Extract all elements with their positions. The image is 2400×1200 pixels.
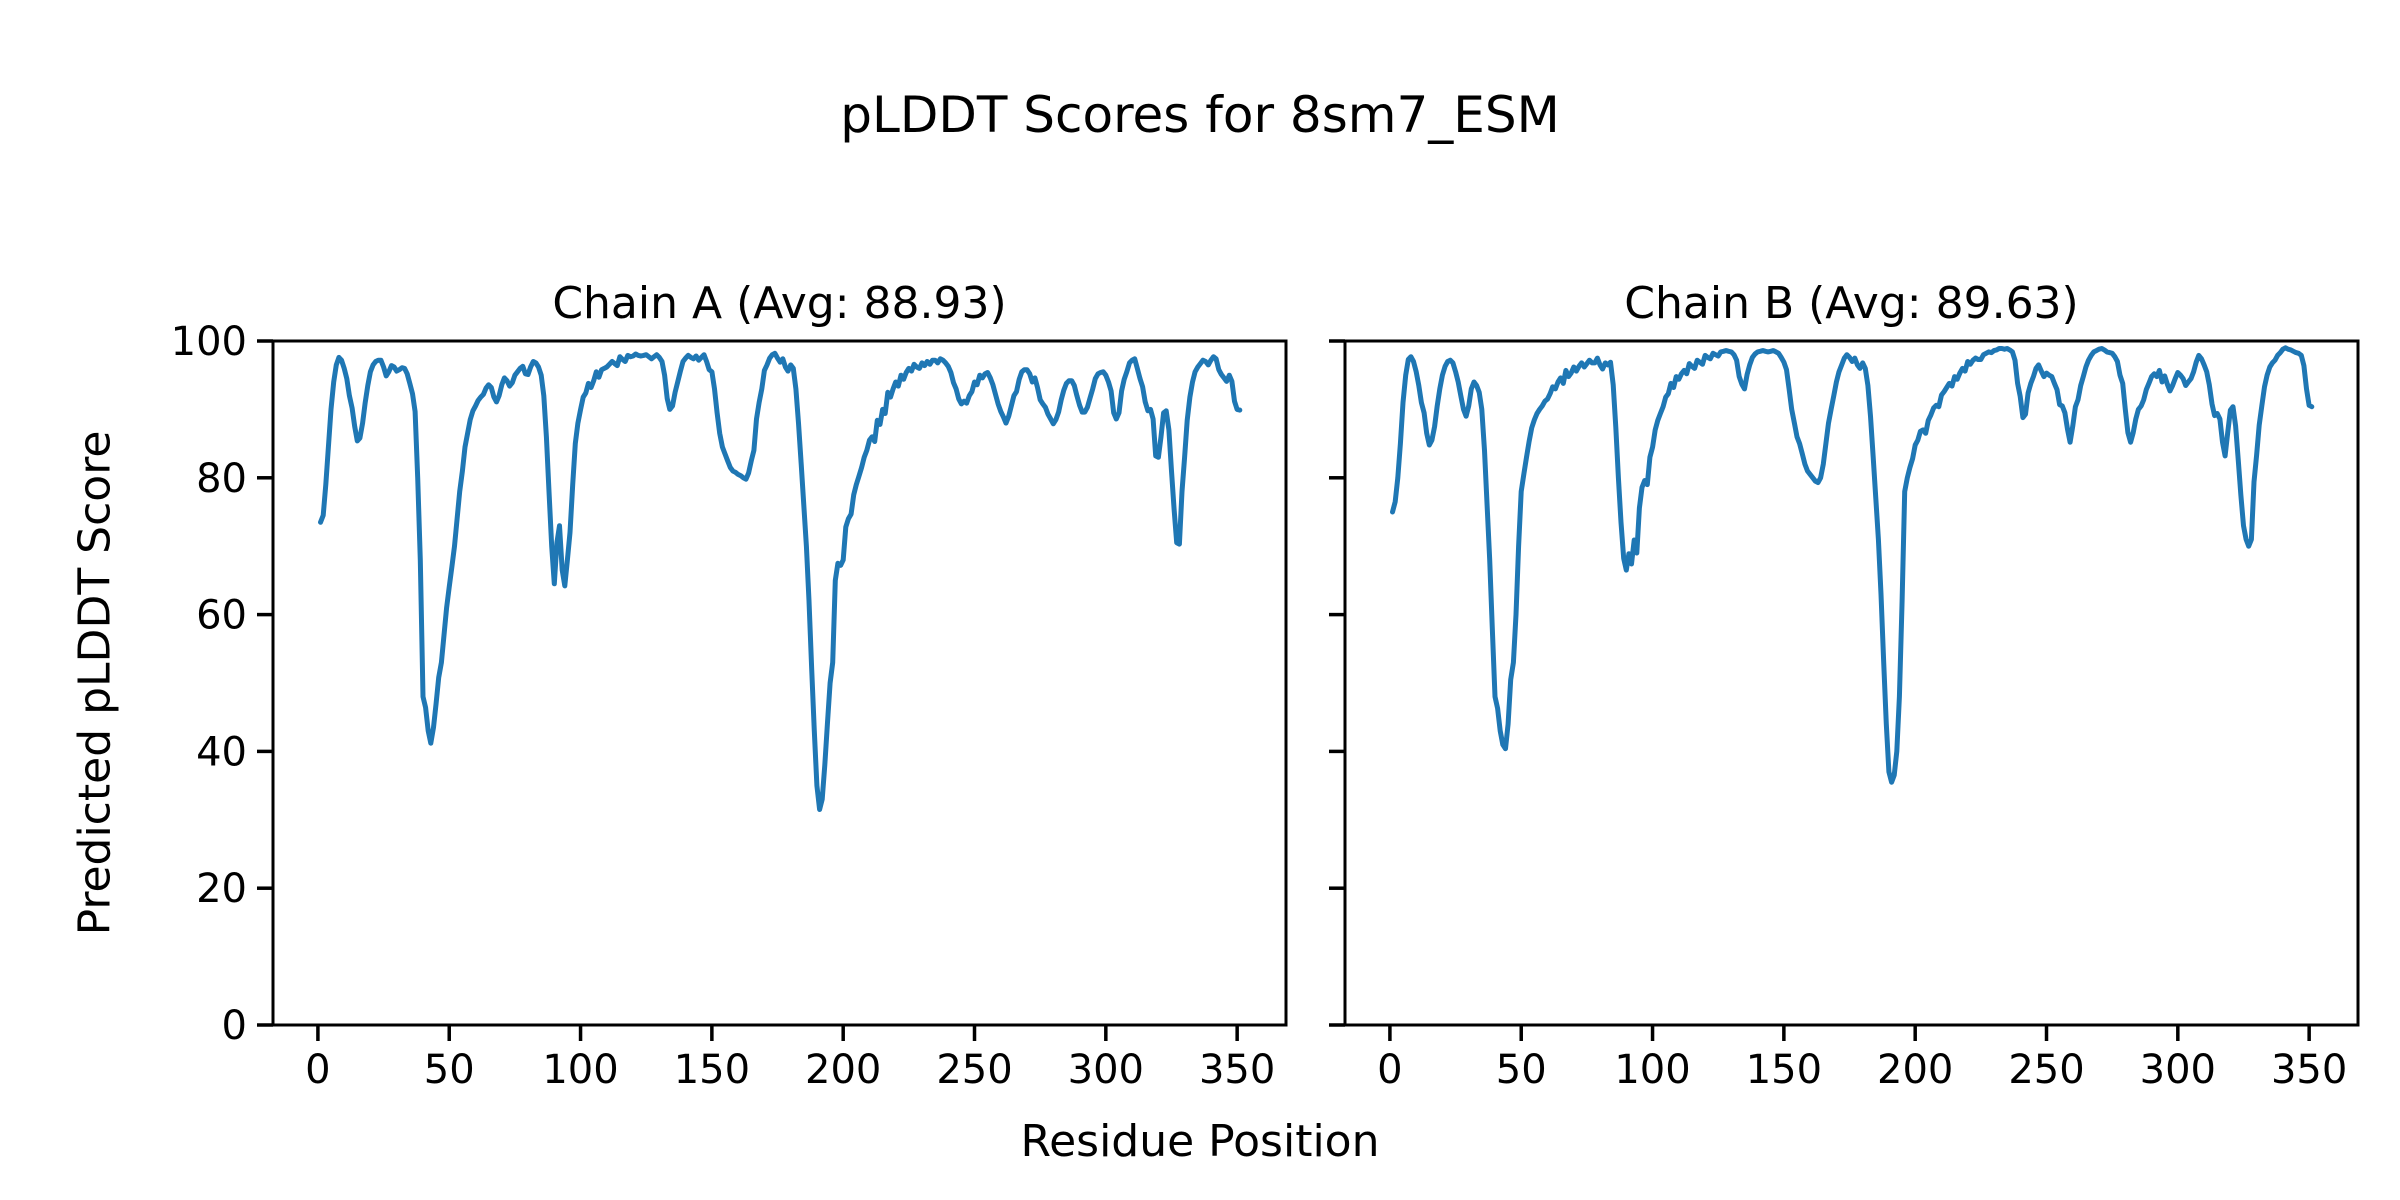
x-tick-label-chain-a: 200 bbox=[805, 1047, 881, 1093]
subplot-title-chain-a: Chain A (Avg: 88.93) bbox=[552, 278, 1007, 329]
chain-b-plddt-line bbox=[1390, 345, 2315, 785]
x-tick-label-chain-b: 0 bbox=[1377, 1047, 1402, 1093]
y-tick-label: 80 bbox=[196, 456, 247, 502]
figure-title: pLDDT Scores for 8sm7_ESM bbox=[840, 86, 1560, 144]
x-tick-label-chain-b: 250 bbox=[2008, 1047, 2084, 1093]
y-tick-label: 0 bbox=[222, 1003, 247, 1049]
x-tick-label-chain-b: 300 bbox=[2140, 1047, 2216, 1093]
x-tick-label-chain-a: 150 bbox=[674, 1047, 750, 1093]
x-tick-label-chain-a: 50 bbox=[424, 1047, 475, 1093]
y-tick-label: 20 bbox=[196, 866, 247, 912]
x-tick-label-chain-a: 250 bbox=[936, 1047, 1012, 1093]
x-axis-label: Residue Position bbox=[1020, 1116, 1380, 1167]
x-tick-label-chain-a: 350 bbox=[1199, 1047, 1275, 1093]
subplot-title-chain-b: Chain B (Avg: 89.63) bbox=[1624, 278, 2079, 329]
x-tick-label-chain-a: 100 bbox=[542, 1047, 618, 1093]
x-tick-label-chain-b: 200 bbox=[1877, 1047, 1953, 1093]
x-tick-label-chain-b: 100 bbox=[1614, 1047, 1690, 1093]
x-tick-label-chain-b: 150 bbox=[1746, 1047, 1822, 1093]
y-tick-label: 40 bbox=[196, 729, 247, 775]
x-tick-label-chain-b: 50 bbox=[1496, 1047, 1547, 1093]
x-tick-label-chain-a: 300 bbox=[1068, 1047, 1144, 1093]
x-tick-label-chain-a: 0 bbox=[305, 1047, 330, 1093]
y-tick-label: 100 bbox=[171, 319, 247, 365]
y-tick-label: 60 bbox=[196, 593, 247, 639]
axes-spines-chain-b bbox=[1343, 339, 2360, 1027]
axes-spines-chain-a bbox=[271, 339, 1288, 1027]
chain-a-plddt-line bbox=[318, 350, 1243, 812]
y-axis-label: Predicted pLDDT Score bbox=[69, 430, 121, 936]
x-tick-label-chain-b: 350 bbox=[2271, 1047, 2347, 1093]
